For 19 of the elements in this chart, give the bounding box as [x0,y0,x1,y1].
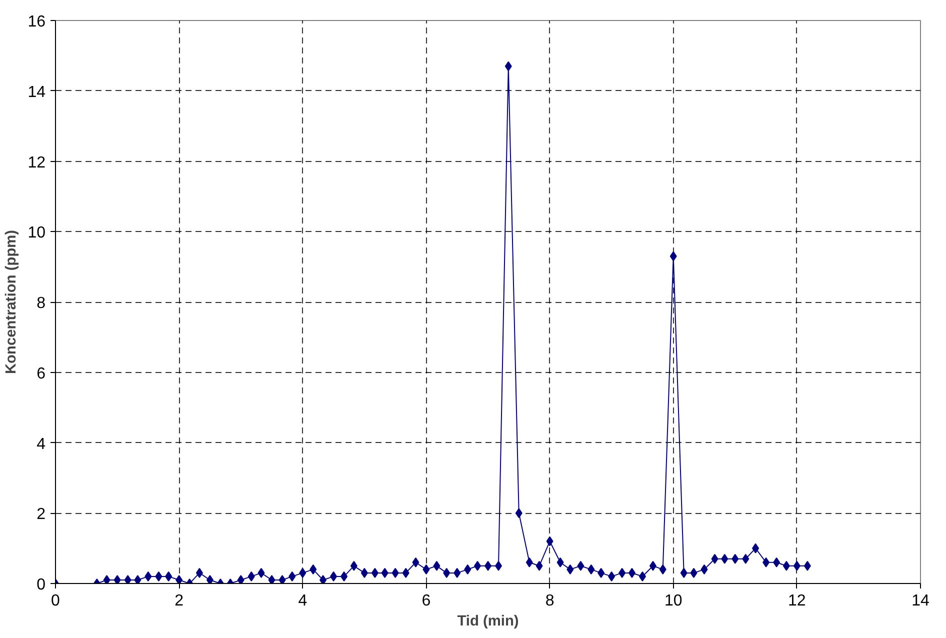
x-tick-label: 12 [788,592,806,610]
y-tick-label: 2 [36,506,46,524]
y-tick-label: 10 [28,224,46,242]
x-tick-label: 6 [422,592,431,610]
y-axis-title: Koncentration (ppm) [4,230,20,374]
y-tick-label: 8 [36,295,46,312]
y-tick-label: 12 [28,154,46,172]
x-tick-label: 2 [174,592,184,610]
x-tick-label: 10 [664,592,682,610]
y-tick-label: 4 [36,436,46,453]
x-tick-label: 4 [298,592,308,610]
x-tick-label: 14 [912,592,930,610]
y-tick-label: 6 [36,365,46,382]
x-tick-label: 0 [51,592,60,610]
y-tick-label: 16 [28,14,46,30]
x-tick-label: 8 [545,592,554,610]
y-tick-label: 14 [28,84,46,101]
y-tick-label: 0 [36,576,46,594]
x-axis-title: Tid (min) [457,614,519,630]
